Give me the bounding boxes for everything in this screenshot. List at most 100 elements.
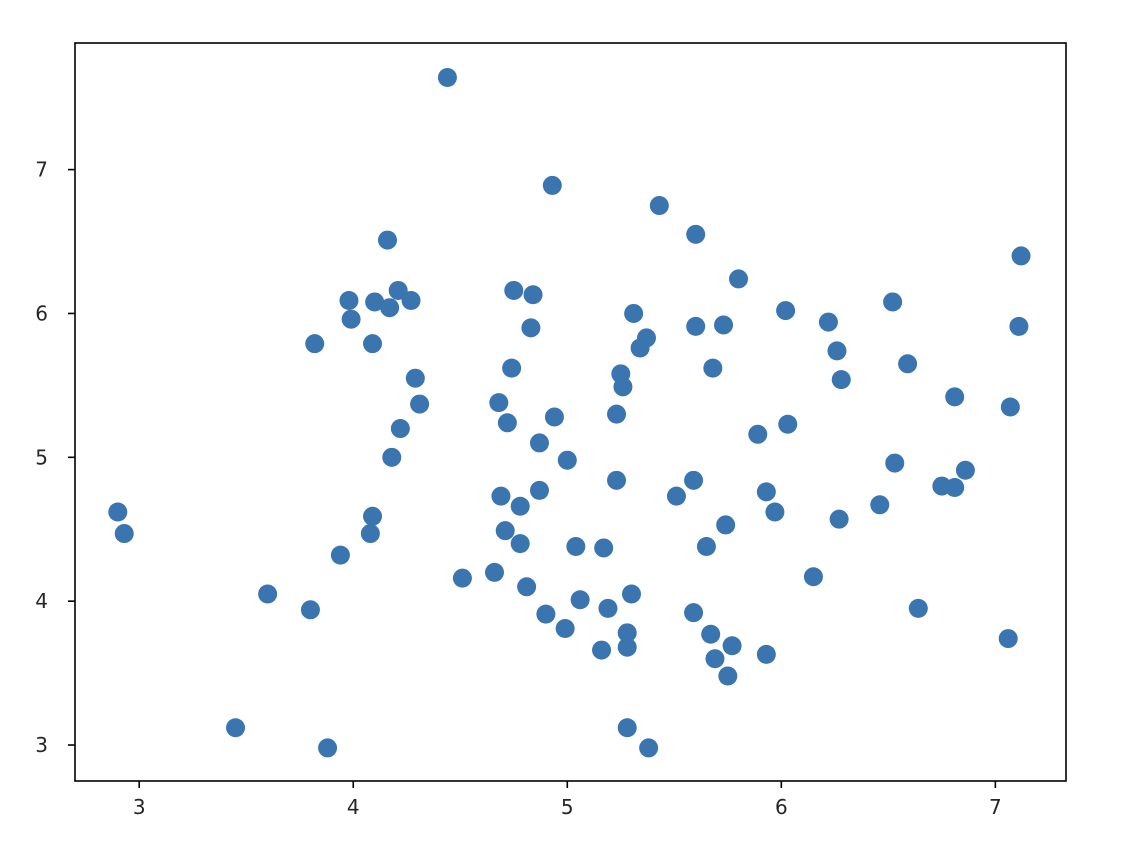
scatter-point — [748, 424, 768, 444]
scatter-point — [1000, 397, 1020, 417]
scatter-point — [489, 393, 509, 413]
scatter-point — [517, 577, 537, 597]
scatter-point — [827, 341, 847, 361]
scatter-point — [829, 509, 849, 529]
scatter-point — [405, 368, 425, 388]
scatter-point — [885, 453, 905, 473]
scatter-point — [318, 738, 338, 758]
scatter-point — [883, 292, 903, 312]
scatter-point — [684, 470, 704, 490]
scatter-point — [555, 619, 575, 639]
scatter-point — [818, 312, 838, 332]
scatter-point — [363, 334, 383, 354]
scatter-point — [114, 524, 134, 544]
scatter-point — [607, 404, 627, 424]
scatter-point — [955, 460, 975, 480]
scatter-point — [639, 738, 659, 758]
scatter-point — [592, 640, 612, 660]
scatter-point — [998, 629, 1018, 649]
scatter-point — [617, 718, 637, 738]
scatter-point — [1009, 316, 1029, 336]
scatter-point — [380, 298, 400, 318]
scatter-point — [831, 370, 851, 390]
x-tick-label: 6 — [775, 795, 788, 819]
scatter-point — [388, 280, 408, 300]
scatter-point — [716, 515, 736, 535]
scatter-point — [714, 315, 734, 335]
scatter-point — [617, 637, 637, 657]
scatter-point — [410, 394, 430, 414]
scatter-point — [544, 407, 564, 427]
scatter-point — [437, 68, 457, 88]
scatter-point — [521, 318, 541, 338]
scatter-point — [624, 303, 644, 323]
scatter-point — [226, 718, 246, 738]
scatter-point — [502, 358, 522, 378]
scatter-point — [536, 604, 556, 624]
scatter-point — [570, 590, 590, 610]
x-tick-label: 5 — [561, 795, 574, 819]
scatter-point — [765, 502, 785, 522]
scatter-point — [305, 334, 325, 354]
scatter-point — [705, 649, 725, 669]
scatter-point — [542, 175, 562, 195]
scatter-point — [636, 328, 656, 348]
scatter-point — [365, 292, 385, 312]
scatter-point — [485, 562, 505, 582]
x-axis: 3 4 5 6 7 — [133, 781, 1002, 819]
scatter-point — [684, 603, 704, 623]
scatter-point — [803, 567, 823, 587]
scatter-point — [258, 584, 278, 604]
scatter-point — [729, 269, 749, 289]
scatter-point — [339, 291, 359, 311]
scatter-point — [330, 545, 350, 565]
scatter-point — [778, 414, 798, 434]
scatter-point — [523, 285, 543, 305]
scatter-point — [945, 478, 965, 498]
scatter-point — [497, 413, 517, 433]
scatter-point — [557, 450, 577, 470]
scatter-point — [756, 644, 776, 664]
scatter-point — [504, 280, 524, 300]
x-tick-label: 7 — [989, 795, 1002, 819]
scatter-point — [566, 537, 586, 557]
scatter-point — [718, 666, 738, 686]
scatter-point — [607, 470, 627, 490]
scatter-point — [529, 433, 549, 453]
scatter-point — [870, 495, 890, 515]
plot-frame — [74, 42, 1067, 782]
scatter-point — [622, 584, 642, 604]
scatter-point — [776, 301, 796, 321]
y-axis: 3 4 5 6 7 — [35, 158, 75, 757]
scatter-point — [382, 447, 402, 467]
scatter-point — [390, 419, 410, 439]
scatter-point — [686, 224, 706, 244]
scatter-point — [898, 354, 918, 374]
scatter-point — [529, 480, 549, 500]
scatter-point — [452, 568, 472, 588]
y-tick-label: 3 — [35, 733, 48, 757]
scatter-point — [510, 496, 530, 516]
scatter-point — [1011, 246, 1031, 266]
scatter-point — [703, 358, 723, 378]
scatter-point — [108, 502, 128, 522]
scatter-point — [686, 316, 706, 336]
scatter-point — [908, 598, 928, 618]
scatter-point — [363, 506, 383, 526]
scatter-point — [495, 521, 515, 541]
scatter-point — [341, 309, 361, 329]
scatter-point — [945, 387, 965, 407]
scatter-point — [300, 600, 320, 620]
data-points — [108, 68, 1031, 758]
scatter-point — [756, 482, 776, 502]
scatter-point — [666, 486, 686, 506]
scatter-point — [377, 230, 397, 250]
scatter-point — [617, 623, 637, 643]
y-tick-label: 5 — [35, 445, 48, 469]
y-tick-label: 7 — [35, 158, 48, 182]
scatter-point — [360, 524, 380, 544]
scatter-point — [491, 486, 511, 506]
x-tick-label: 3 — [133, 795, 146, 819]
